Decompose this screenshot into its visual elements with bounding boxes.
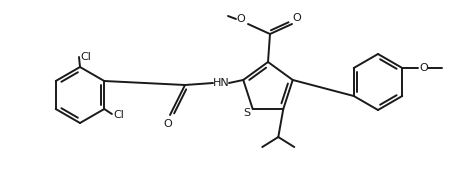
Text: O: O: [236, 14, 245, 24]
Text: Cl: Cl: [113, 110, 124, 120]
Text: O: O: [419, 63, 428, 73]
Text: O: O: [292, 13, 301, 23]
Text: S: S: [243, 108, 250, 118]
Text: Cl: Cl: [80, 52, 91, 62]
Text: O: O: [163, 119, 172, 129]
Text: HN: HN: [212, 78, 229, 88]
